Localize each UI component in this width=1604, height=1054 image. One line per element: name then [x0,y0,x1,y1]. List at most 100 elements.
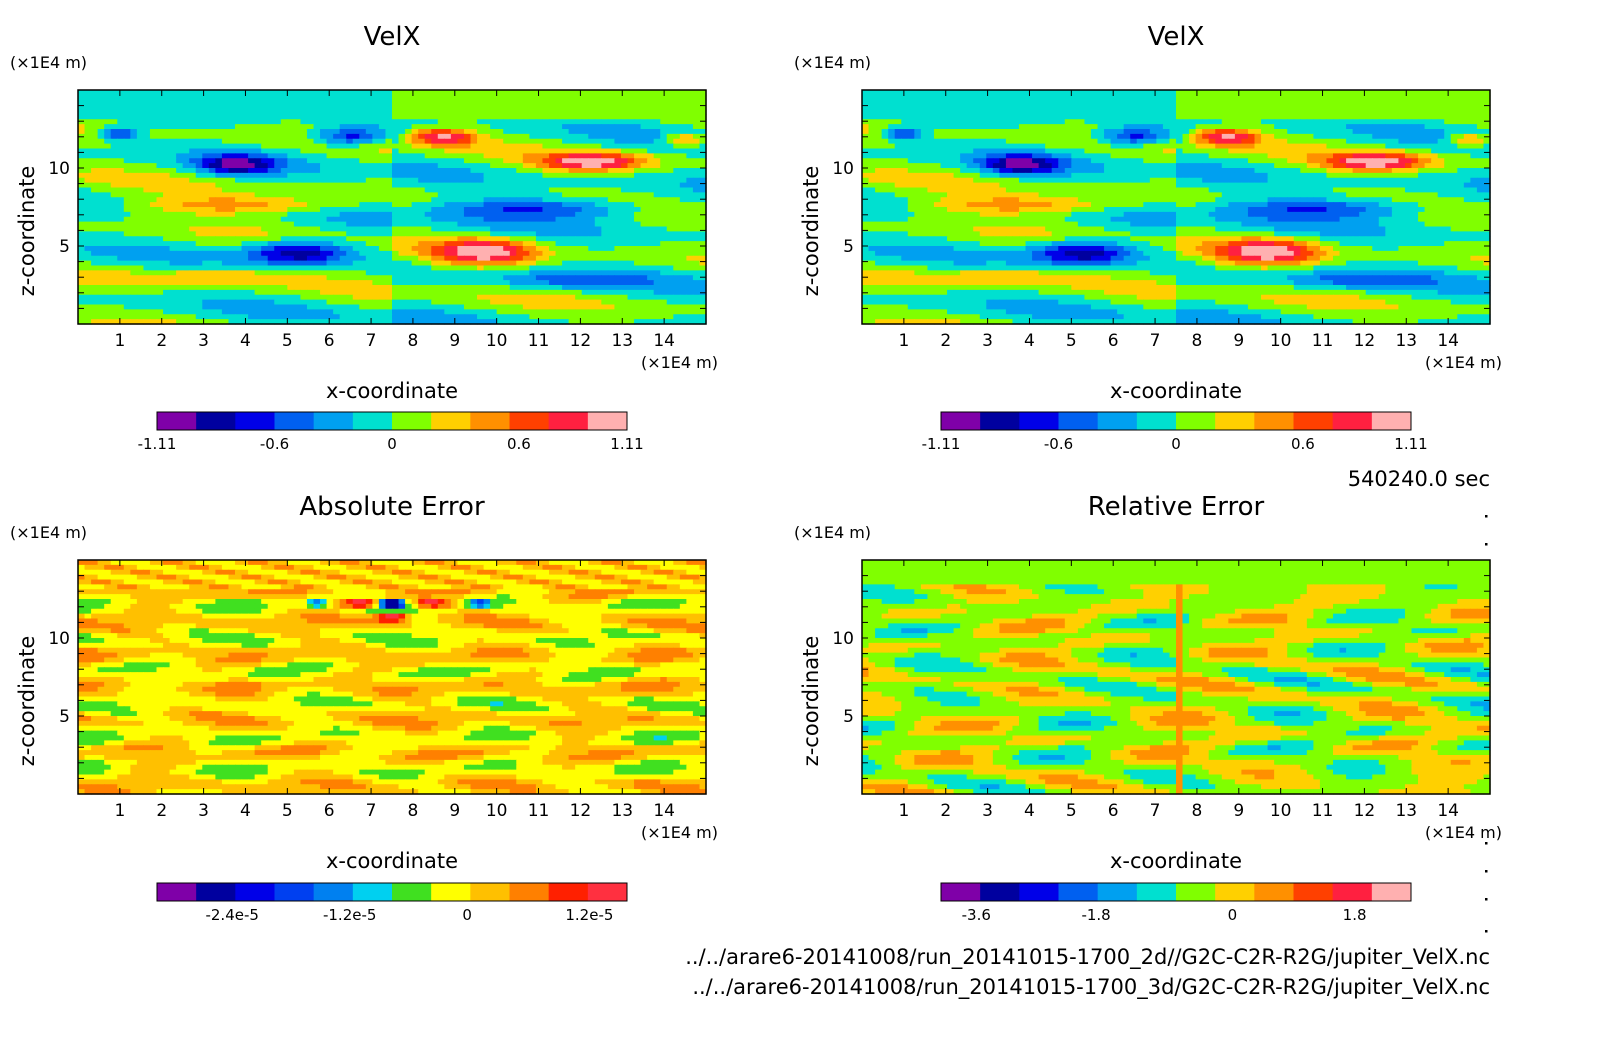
field-cell [352,119,360,125]
field-cell [254,255,262,262]
field-cell [640,104,648,111]
field-cell [405,207,413,213]
field-cell [392,114,400,120]
field-cell [549,172,557,179]
field-cell [176,143,184,150]
field-cell [575,90,583,96]
field-cell [306,129,315,135]
field-cell [535,236,544,242]
field-cell [496,309,504,315]
field-cell [346,294,354,301]
field-cell [228,231,236,237]
field-cell [156,177,164,184]
field-cell [562,250,570,257]
field-cell [110,236,118,242]
field-cell [470,304,478,310]
field-cell [666,226,674,232]
field-cell [143,94,151,101]
field-cell [673,260,681,267]
field-cell [117,109,125,115]
field-cell [450,143,459,150]
field-cell [123,114,131,120]
field-cell [568,177,576,184]
field-cell [143,90,151,96]
field-cell [457,94,465,101]
plot-frame [77,89,707,325]
field-cell [365,207,373,213]
field-cell [516,304,524,310]
field-cell [235,158,243,164]
field-cell [149,226,158,232]
field-cell [346,163,354,169]
field-cell [84,289,92,296]
field-cell [163,304,171,310]
field-cell [463,187,472,193]
field-cell [254,275,262,281]
field-cell [620,250,629,257]
field-cell [470,211,478,218]
field-cell [169,309,177,315]
field-cell [313,250,321,257]
field-cell [418,99,426,106]
field-cell [1424,99,1432,106]
field-cell [607,114,616,120]
field-cell [208,192,216,198]
field-cell [418,241,426,247]
field-cell [287,168,295,174]
field-cell [437,314,445,320]
field-cell [920,99,929,106]
field-cell [699,192,707,198]
field-cell [679,260,687,267]
field-cell [470,90,478,96]
field-cell [607,319,616,325]
field-cell [470,241,478,247]
field-cell [156,187,164,193]
field-cell [588,319,596,325]
field-cell [411,168,419,174]
field-cell [620,294,629,301]
field-cell [522,304,530,310]
field-cell [535,246,544,252]
field-cell [365,304,373,310]
field-cell [123,231,131,237]
field-cell [699,299,707,306]
field-cell [640,129,648,135]
field-cell [1032,99,1040,106]
field-cell [326,172,334,179]
field-cell [156,192,164,198]
field-cell [960,99,968,106]
field-cell [385,250,393,257]
field-cell [189,270,197,276]
field-cell [326,94,334,101]
field-cell [457,260,465,267]
field-cell [117,90,125,96]
field-cell [496,246,504,252]
field-cell [562,294,570,301]
field-cell [235,207,243,213]
field-cell [306,294,315,301]
field-cell [215,138,223,145]
field-cell [679,158,687,164]
field-cell [274,221,282,228]
field-cell [555,90,563,96]
field-cell [581,255,589,262]
field-cell [424,221,432,228]
field-cell [346,255,354,262]
field-cell [228,270,236,276]
field-cell [575,94,583,101]
field-cell [123,221,131,228]
field-cell [542,187,550,193]
field-cell [254,197,262,203]
field-cell [588,299,596,306]
field-cell [405,260,413,267]
field-cell [483,289,491,296]
field-cell [522,275,530,281]
field-cell [1228,94,1236,101]
field-cell [267,294,275,301]
field-cell [104,129,112,135]
field-cell [398,231,406,237]
field-cell [241,255,249,262]
field-cell [104,285,112,291]
field-cell [620,246,629,252]
field-cell [156,231,164,237]
